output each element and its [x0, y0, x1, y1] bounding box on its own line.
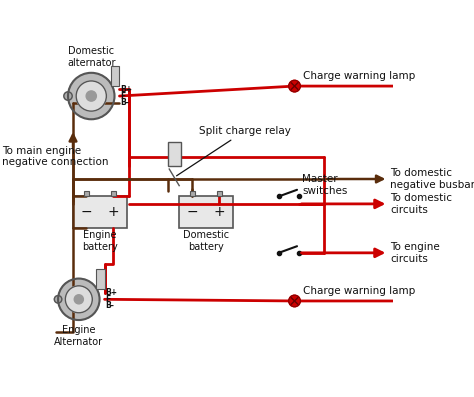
- Circle shape: [86, 91, 96, 101]
- Bar: [179, 197, 233, 228]
- Text: B+: B+: [120, 85, 132, 94]
- Bar: [73, 197, 127, 228]
- Circle shape: [289, 80, 301, 92]
- Text: To main engine
negative connection: To main engine negative connection: [2, 146, 108, 168]
- Circle shape: [65, 286, 92, 313]
- Text: Domestic
battery: Domestic battery: [182, 230, 229, 252]
- Bar: [190, 191, 195, 197]
- Text: Master
switches: Master switches: [302, 174, 347, 196]
- Bar: [111, 66, 119, 86]
- Circle shape: [74, 295, 83, 304]
- Text: B-: B-: [120, 98, 129, 107]
- Bar: [96, 270, 105, 289]
- Circle shape: [55, 296, 62, 303]
- Text: F: F: [120, 92, 126, 100]
- Circle shape: [58, 279, 100, 320]
- Circle shape: [289, 295, 301, 307]
- Bar: [217, 191, 222, 197]
- Circle shape: [76, 81, 106, 111]
- Text: B+: B+: [105, 288, 118, 297]
- Text: To engine
circuits: To engine circuits: [390, 242, 440, 264]
- Text: B-: B-: [105, 301, 114, 310]
- Bar: [168, 143, 181, 166]
- Text: Engine
Alternator: Engine Alternator: [54, 325, 103, 347]
- Bar: [83, 191, 89, 197]
- Text: −: −: [80, 205, 92, 219]
- Circle shape: [64, 92, 72, 100]
- Text: +: +: [107, 205, 119, 219]
- Text: F: F: [105, 295, 110, 304]
- Text: To domestic
circuits: To domestic circuits: [390, 193, 452, 215]
- Text: Split charge relay: Split charge relay: [176, 126, 291, 176]
- Text: −: −: [186, 205, 198, 219]
- Bar: [110, 191, 116, 197]
- Text: Engine
battery: Engine battery: [82, 230, 118, 252]
- Text: +: +: [213, 205, 225, 219]
- Text: Charge warning lamp: Charge warning lamp: [303, 71, 415, 81]
- Text: Charge warning lamp: Charge warning lamp: [303, 286, 415, 296]
- Text: To domestic
negative busbar: To domestic negative busbar: [390, 168, 474, 190]
- Circle shape: [68, 73, 115, 119]
- Text: Domestic
alternator: Domestic alternator: [67, 46, 116, 68]
